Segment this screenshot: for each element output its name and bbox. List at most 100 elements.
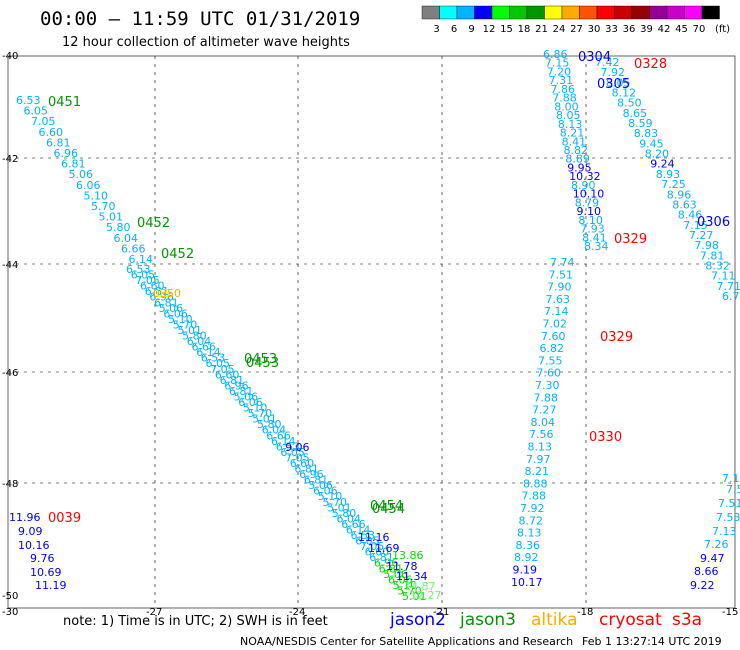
wave-height-sample: 6.60 (365, 546, 390, 559)
colorbar-label: 33 (605, 24, 618, 35)
satellite-s3a: s3a (672, 610, 702, 630)
wave-height-sample: 6.66 (192, 341, 217, 354)
lon-tick-label: -30 (2, 607, 18, 618)
wave-height-sample: 5.01 (402, 590, 427, 603)
time-label: 0305 (597, 77, 630, 92)
wave-height-sample: 12.27 (410, 589, 442, 602)
wave-height-sample: 11.19 (35, 579, 67, 592)
colorbar-legend: 3 6 9 12 15 18 21 24 27 30 33 36 39 42 45 70 (ft) (421, 5, 730, 35)
wave-height-sample: 8.46 (678, 209, 703, 222)
wave-height-sample: 6.14 (346, 524, 371, 537)
wave-height-sample: 7.92 (520, 502, 545, 515)
wave-height-sample: 6.81 (46, 136, 71, 149)
map-subtitle: 12 hour collection of altimeter wave hei… (62, 35, 350, 50)
time-label: 0452 (161, 247, 194, 262)
wave-height-sample: 6.82 (540, 342, 565, 355)
time-label: 0451 (48, 95, 81, 110)
colorbar-label: 70 (693, 24, 706, 35)
wave-height-sample: 6.05 (280, 446, 305, 459)
wave-height-sample: 5.06 (383, 568, 408, 581)
wave-height-sample: 5.01 (327, 501, 352, 514)
wave-height-sample: 7.93 (580, 223, 605, 236)
wave-height-sample: 5.70 (397, 585, 422, 598)
credit-text: NOAA/NESDIS Center for Satellite Applica… (240, 635, 573, 648)
wave-height-sample: 11.16 (358, 531, 390, 544)
wave-height-sample: 6.60 (290, 457, 315, 470)
wave-height-sample: 7.27 (532, 404, 557, 417)
wave-height-sample: 10.10 (573, 188, 605, 201)
lon-tick-label: -21 (433, 607, 449, 618)
wave-height-sample: 10.69 (30, 566, 62, 579)
wave-height-sample: 6.53 (16, 94, 41, 107)
colorbar-swatch (474, 5, 493, 20)
wave-height-sample: 8.21 (525, 465, 550, 478)
time-label: 0039 (48, 511, 81, 526)
wave-height-sample: 6.96 (54, 147, 79, 160)
time-label: 0452 (137, 216, 170, 231)
time-label: 0328 (634, 57, 667, 72)
colorbar-label: 39 (640, 24, 653, 35)
wave-height-sample: 7.81 (700, 249, 725, 262)
colorbar-label: 36 (623, 24, 636, 35)
wave-height-sample: 7.71 (717, 280, 740, 293)
colorbar-swatch (421, 5, 440, 20)
wave-height-sample: 5.70 (173, 318, 198, 331)
satellite-cryosat: cryosat (599, 610, 662, 630)
wave-height-sample: 8.92 (514, 551, 539, 564)
wave-height-sample: 7.25 (661, 178, 686, 191)
colorbar-swatch (439, 5, 458, 20)
wave-height-sample: 5.06 (69, 168, 94, 181)
wave-height-sample: 8.93 (656, 168, 681, 181)
wave-height-sample: 7.88 (534, 391, 559, 404)
wave-height-sample: 8.72 (519, 514, 544, 527)
wave-height-sample: 6.81 (369, 551, 394, 564)
wave-height-sample: 7.51 (718, 497, 740, 510)
wave-height-sample: 8.12 (612, 87, 637, 100)
wave-height-sample: 8.21 (560, 127, 585, 140)
wave-height-sample: 7.88 (522, 490, 547, 503)
time-label: 0330 (589, 430, 622, 445)
wave-height-sample: 7.05 (210, 363, 235, 376)
wave-height-sample: 6.86 (543, 48, 568, 61)
wave-height-sample: 5.06 (234, 391, 259, 404)
wave-height-sample: 8.36 (516, 539, 541, 552)
wave-height-sample: 8.04 (531, 416, 556, 429)
satellite-jason3: jason3 (459, 610, 516, 630)
wave-height-sample: 6.81 (379, 562, 404, 575)
wave-height-sample: 7.27 (689, 229, 714, 242)
colorbar-label: 24 (553, 24, 566, 35)
time-label: 0454 (370, 499, 403, 514)
wave-height-sample: 5.06 (159, 302, 184, 315)
wave-height-sample: 5.80 (257, 418, 282, 431)
wave-height-sample: 6.53 (351, 529, 376, 542)
wave-height-sample: 7.42 (595, 56, 620, 69)
wave-height-sample: 11.78 (386, 560, 418, 573)
lat-axis-labels: -40 -42 -44 -46 -48 -50 (2, 51, 18, 602)
colorbar-label: 9 (468, 24, 474, 35)
wave-height-sample: 8.10 (578, 214, 603, 227)
time-label: 0454 (372, 502, 405, 517)
note-text: note: 1) Time is in UTC; 2) SWH is in fe… (63, 614, 328, 629)
lat-tick-label: -44 (2, 260, 18, 271)
lon-tick-label: -18 (577, 607, 593, 618)
wave-height-sample: 13.86 (392, 549, 424, 562)
wave-height-sample: 6.66 (266, 429, 291, 442)
wave-height-sample: 11.96 (9, 511, 41, 524)
wave-height-sample: 8.65 (623, 107, 648, 120)
wave-height-sample: 7.05 (285, 451, 310, 464)
wave-height-sample: 6.14 (129, 253, 154, 266)
wave-height-sample: 5.10 (243, 402, 268, 415)
wave-height-sample: 9.24 (650, 158, 675, 171)
wave-height-sample: 9.22 (690, 579, 715, 592)
map-title: 00:00 – 11:59 UTC 01/31/2019 (40, 8, 360, 30)
wave-height-sample: 8.05 (556, 109, 581, 122)
wave-height-sample: 8.59 (628, 117, 653, 130)
wave-height-sample: 7.55 (538, 354, 563, 367)
time-label: 0304 (578, 50, 611, 65)
wave-height-sample: 7.14 (544, 305, 569, 318)
wave-height-sample: 9.76 (30, 552, 55, 565)
wave-height-sample: 5.01 (178, 324, 203, 337)
time-label: 0453 (244, 352, 277, 367)
lon-axis-labels: -30 -27 -24 -21 -18 -15 (2, 607, 738, 618)
wave-height-sample: 7.05 (360, 540, 385, 553)
